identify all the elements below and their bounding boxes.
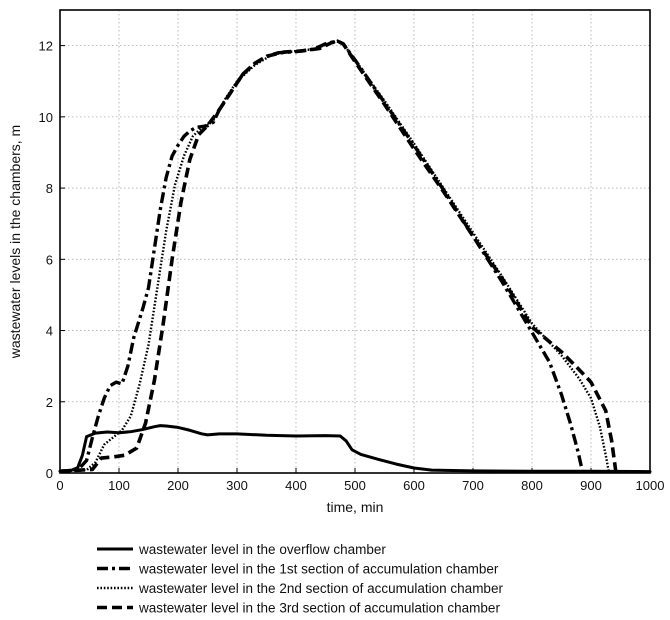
x-axis-label: time, min bbox=[327, 499, 384, 515]
legend-label-section-2: wastewater level in the 2nd section of a… bbox=[138, 581, 503, 596]
x-tick-label: 300 bbox=[226, 478, 248, 493]
series-line-4 bbox=[59, 39, 618, 474]
legend-label-section-3: wastewater level in the 3rd section of a… bbox=[138, 601, 500, 616]
legend-label-overflow: wastewater level in the overflow chamber bbox=[138, 542, 386, 557]
grid-lines bbox=[60, 10, 650, 473]
x-tick-label: 600 bbox=[403, 478, 425, 493]
y-tick-label: 4 bbox=[46, 324, 53, 339]
x-tick-label: 500 bbox=[344, 478, 366, 493]
x-tick-label: 400 bbox=[285, 478, 307, 493]
series-lines bbox=[58, 39, 652, 474]
y-tick-label: 0 bbox=[46, 466, 53, 481]
x-tick-label: 200 bbox=[167, 478, 189, 493]
series-line-1 bbox=[58, 424, 652, 474]
x-tick-label: 700 bbox=[462, 478, 484, 493]
legend-label-section-1: wastewater level in the 1st section of a… bbox=[138, 562, 499, 577]
x-tick-label: 100 bbox=[108, 478, 130, 493]
x-tick-label: 800 bbox=[521, 478, 543, 493]
series-line-2 bbox=[59, 39, 584, 473]
y-tick-label: 2 bbox=[46, 395, 53, 410]
x-tick-label: 1000 bbox=[636, 478, 665, 493]
x-tick-label: 900 bbox=[580, 478, 602, 493]
y-tick-label: 8 bbox=[46, 181, 53, 196]
series-line-3 bbox=[59, 39, 610, 473]
legend: wastewater level in the overflow chamber… bbox=[97, 542, 503, 616]
y-tick-label: 6 bbox=[46, 252, 53, 267]
y-axis-label: wastewater levels in the chambers, m bbox=[7, 125, 23, 359]
y-tick-label: 12 bbox=[39, 39, 53, 54]
axis-ticks: 0 100 200 300 400 500 600 700 800 900 1000 0 2 4 6 8 10 1… bbox=[39, 39, 665, 493]
x-tick-label: 0 bbox=[56, 478, 63, 493]
y-tick-label: 10 bbox=[39, 110, 53, 125]
